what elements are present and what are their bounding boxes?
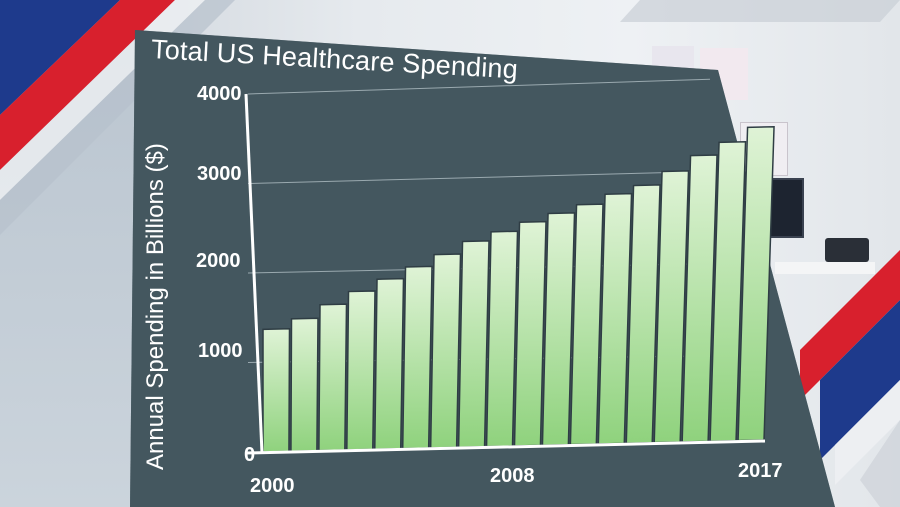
gridline (247, 78, 711, 95)
bar-2004 (374, 277, 405, 451)
y-axis-label: Annual Spending in Billions ($) (142, 143, 169, 470)
x-tick-label: 2008 (490, 465, 535, 487)
bar-series (262, 126, 775, 453)
y-tick-label: 0 (244, 444, 256, 466)
y-tick-label: 2000 (196, 250, 241, 272)
background-desk (775, 262, 875, 274)
x-tick-label: 2017 (738, 460, 783, 482)
background-phone (825, 238, 869, 262)
bar-2009 (513, 220, 547, 447)
bar-2008 (485, 230, 519, 448)
bar-2007 (457, 240, 490, 449)
bar-2006 (429, 253, 462, 449)
bar-2005 (401, 265, 433, 450)
bar-2001 (290, 317, 319, 453)
bar-2002 (318, 303, 348, 452)
bar-2003 (346, 290, 376, 451)
gridline (247, 170, 711, 184)
bar-2010 (541, 212, 576, 447)
x-axis-line (245, 439, 766, 455)
y-axis-line (244, 93, 264, 454)
y-tick-label: 4000 (197, 83, 242, 105)
y-tick-label: 3000 (197, 163, 242, 185)
y-tick-label: 1000 (198, 340, 243, 362)
x-tick-label: 2000 (250, 475, 295, 497)
bar-2000 (262, 327, 291, 453)
